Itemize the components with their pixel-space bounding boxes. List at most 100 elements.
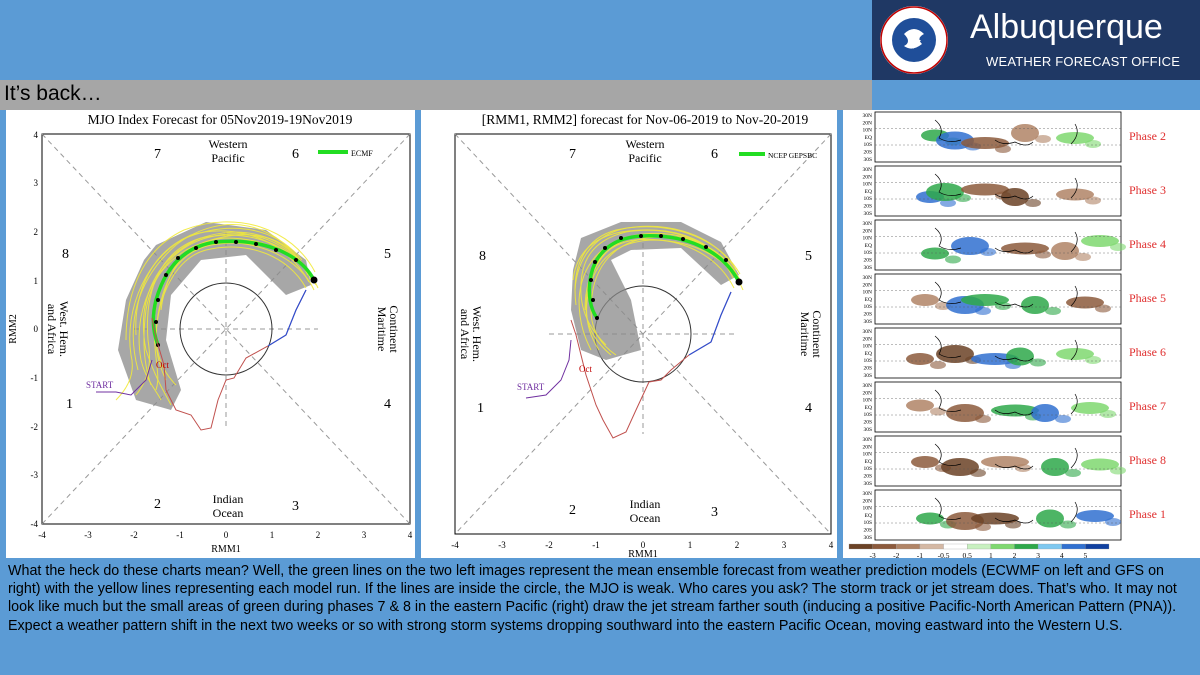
gefs-legend: NCEP GEPSBC	[768, 151, 817, 160]
gefs-xtick: -4	[451, 540, 459, 550]
colorbar-swatch	[990, 543, 1015, 550]
precip-anomaly-blob	[946, 404, 984, 422]
precip-anomaly-blob	[1085, 140, 1101, 148]
ecmwf-xtick: 0	[224, 530, 229, 540]
precip-anomaly-blob	[1081, 235, 1119, 247]
latitude-label: 10S	[863, 412, 872, 418]
precip-anomaly-blob	[911, 456, 939, 468]
latitude-label: 10N	[863, 236, 873, 242]
ecmwf-phase-3: 3	[292, 499, 299, 514]
latitude-label: EQ	[865, 459, 872, 465]
gefs-mjo-diagram: [RMM1, RMM2] forecast for Nov-06-2019 to…	[451, 112, 834, 560]
precip-anomaly-blob	[975, 523, 991, 531]
ecmwf-ylabel: RMM2	[8, 314, 19, 343]
ecmwf-title: MJO Index Forecast for 05Nov2019-19Nov20…	[88, 112, 353, 127]
latitude-label: 10S	[863, 466, 872, 472]
coastline	[934, 173, 1078, 200]
gefs-xtick: 3	[782, 540, 787, 550]
gefs-mjo-panel: [RMM1, RMM2] forecast for Nov-06-2019 to…	[421, 110, 837, 560]
ecmwf-xtick: -4	[38, 530, 46, 540]
precip-anomaly-blob	[945, 255, 961, 264]
mjo-phase-composites: 30N 20N 10N EQ 10S 20S 30S Phase 2 30N 20N 10N EQ 10…	[843, 110, 1200, 560]
latitude-label: 10S	[863, 250, 872, 256]
precip-anomaly-blob	[980, 248, 996, 256]
coastline	[934, 281, 1078, 308]
precip-anomaly-blob	[1056, 132, 1094, 144]
precip-anomaly-blob	[921, 247, 949, 260]
precip-anomaly-blob	[1015, 464, 1031, 472]
ecmwf-phase-4: 4	[384, 397, 391, 412]
latitude-label: 30N	[863, 329, 873, 335]
precip-anomaly-blob	[1065, 469, 1081, 477]
latitude-label: 30S	[863, 157, 872, 163]
precip-anomaly-blob	[1041, 458, 1069, 476]
colorbar-swatch	[1014, 543, 1039, 550]
slide-title-bar: It’s back…	[0, 80, 872, 110]
ecmwf-phase-6: 6	[292, 147, 299, 162]
gefs-phase-8: 8	[479, 249, 486, 264]
precip-anomaly-blob	[1095, 304, 1111, 313]
precip-anomaly-blob	[1056, 188, 1094, 201]
latitude-label: EQ	[865, 135, 872, 141]
latitude-label: EQ	[865, 513, 872, 519]
latitude-label: 30S	[863, 265, 872, 271]
ecmwf-region-left-1: West. Hem.	[57, 301, 71, 357]
office-city: Albuquerque	[970, 8, 1163, 46]
ecmwf-xtick: 4	[408, 530, 413, 540]
gefs-region-left-1: West. Hem.	[470, 306, 484, 362]
latitude-label: 10N	[863, 290, 873, 296]
ecmwf-start-label: START	[86, 380, 114, 390]
ecmwf-ytick: -4	[31, 519, 39, 529]
precip-anomaly-blob	[1056, 348, 1094, 360]
ecmwf-ytick: -1	[31, 373, 39, 383]
latitude-label: 30S	[863, 211, 872, 217]
colorbar-tick-label: 2	[1013, 551, 1017, 558]
gefs-phase-1: 1	[477, 401, 484, 416]
gefs-xtick: -3	[498, 540, 506, 550]
precip-anomaly-blob	[1001, 188, 1029, 206]
precip-anomaly-blob	[981, 456, 1029, 468]
ecmwf-phase-5: 5	[384, 247, 391, 262]
ecmwf-xtick: 1	[270, 530, 275, 540]
precip-anomaly-blob	[1110, 243, 1126, 251]
precip-anomaly-blob	[970, 469, 986, 477]
precip-anomaly-blob	[1051, 242, 1079, 260]
ecmwf-phase-7: 7	[154, 147, 161, 162]
colorbar-swatch	[967, 543, 991, 550]
precip-anomaly-blob	[1085, 356, 1101, 364]
precip-anomaly-blob	[930, 407, 946, 416]
gefs-region-bottom-2: Ocean	[630, 511, 661, 525]
ecmwf-ytick: -3	[31, 470, 39, 480]
gefs-xtick: 2	[735, 540, 740, 550]
gefs-region-top-2: Pacific	[628, 151, 661, 165]
gefs-region-left-2: and Africa	[458, 309, 472, 360]
colorbar-tick-label: 5	[1083, 551, 1087, 558]
precip-anomaly-blob	[906, 353, 934, 365]
latitude-label: 30N	[863, 221, 873, 227]
ecmwf-ytick: 0	[34, 324, 39, 334]
latitude-label: 10S	[863, 520, 872, 526]
latitude-label: 20S	[863, 420, 872, 426]
latitude-label: 30N	[863, 113, 873, 119]
precip-anomaly-blob	[1005, 520, 1021, 529]
colorbar-swatch	[872, 543, 897, 550]
colorbar-swatch	[1085, 543, 1110, 550]
latitude-label: 10N	[863, 344, 873, 350]
precip-anomaly-blob	[940, 199, 956, 207]
latitude-label: 20S	[863, 366, 872, 372]
latitude-label: 20N	[863, 174, 873, 180]
latitude-label: 10N	[863, 452, 873, 458]
precip-anomaly-blob	[1021, 296, 1049, 314]
ecmwf-legend: ECMF	[351, 149, 373, 158]
ecmwf-mjo-panel: MJO Index Forecast for 05Nov2019-19Nov20…	[6, 110, 415, 558]
latitude-label: 30S	[863, 535, 872, 541]
ecmwf-region-right-1: Maritime	[375, 307, 389, 352]
gefs-phase-6: 6	[711, 147, 718, 162]
colorbar-tick-label: -2	[893, 551, 899, 558]
latitude-label: EQ	[865, 243, 872, 249]
precip-anomaly-blob	[936, 345, 974, 363]
latitude-label: 10N	[863, 128, 873, 134]
precip-anomaly-blob	[1085, 196, 1101, 205]
precip-anomaly-blob	[1030, 358, 1046, 367]
